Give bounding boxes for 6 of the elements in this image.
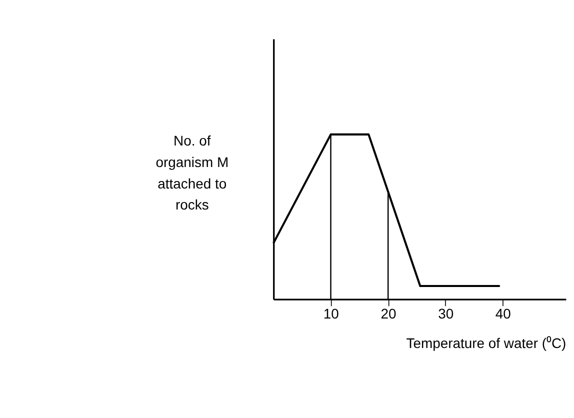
x-tick-label: 40 (495, 305, 512, 322)
x-tick-label: 20 (380, 305, 396, 322)
x-tick-label: 30 (438, 305, 454, 322)
x-tick-label: 10 (323, 305, 340, 322)
x-axis-title: Temperature of water (⁰C) (406, 335, 566, 352)
y-axis-title: No. of organism M attached to rocks (156, 132, 229, 213)
